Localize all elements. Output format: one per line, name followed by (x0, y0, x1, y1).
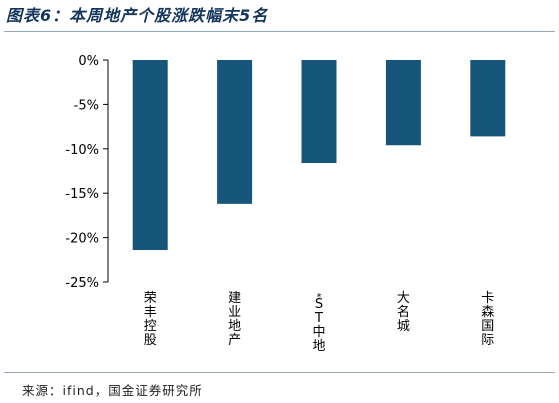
footer-divider (4, 372, 555, 373)
x-tick-label: 建业地产 (228, 291, 241, 348)
bars (132, 60, 506, 251)
y-tick-label: -20% (65, 232, 99, 247)
x-axis-labels: 荣丰控股 建业地产 *S T 中地 大名城 卡森国际 (144, 291, 495, 354)
bar (217, 60, 253, 204)
bar (385, 60, 421, 146)
x-tick-label: *S T 中地 (312, 292, 325, 354)
x-tick-label: 荣丰控股 (144, 291, 157, 348)
bar-chart: 0% -5% -10% -15% -20% -25% 荣丰控股 建业地产 *S T 中地 大名城 卡森… (65, 54, 506, 354)
y-axis: 0% -5% -10% -15% -20% -25% (65, 54, 109, 291)
title-divider (4, 31, 555, 32)
x-tick-label: 卡森国际 (481, 291, 494, 348)
source-note: 来源：ifind，国金证券研究所 (22, 383, 203, 398)
chart-title: 图表6：本周地产个股涨跌幅末5名 (6, 6, 269, 25)
bar (132, 60, 168, 251)
y-tick-label: -15% (65, 187, 99, 202)
bar (301, 60, 337, 164)
y-tick-label: -5% (74, 98, 99, 113)
x-tick-label: 大名城 (397, 291, 410, 334)
y-tick-label: -25% (65, 276, 99, 291)
y-tick-label: 0% (78, 54, 99, 69)
bar (470, 60, 506, 137)
y-tick-label: -10% (65, 143, 99, 158)
